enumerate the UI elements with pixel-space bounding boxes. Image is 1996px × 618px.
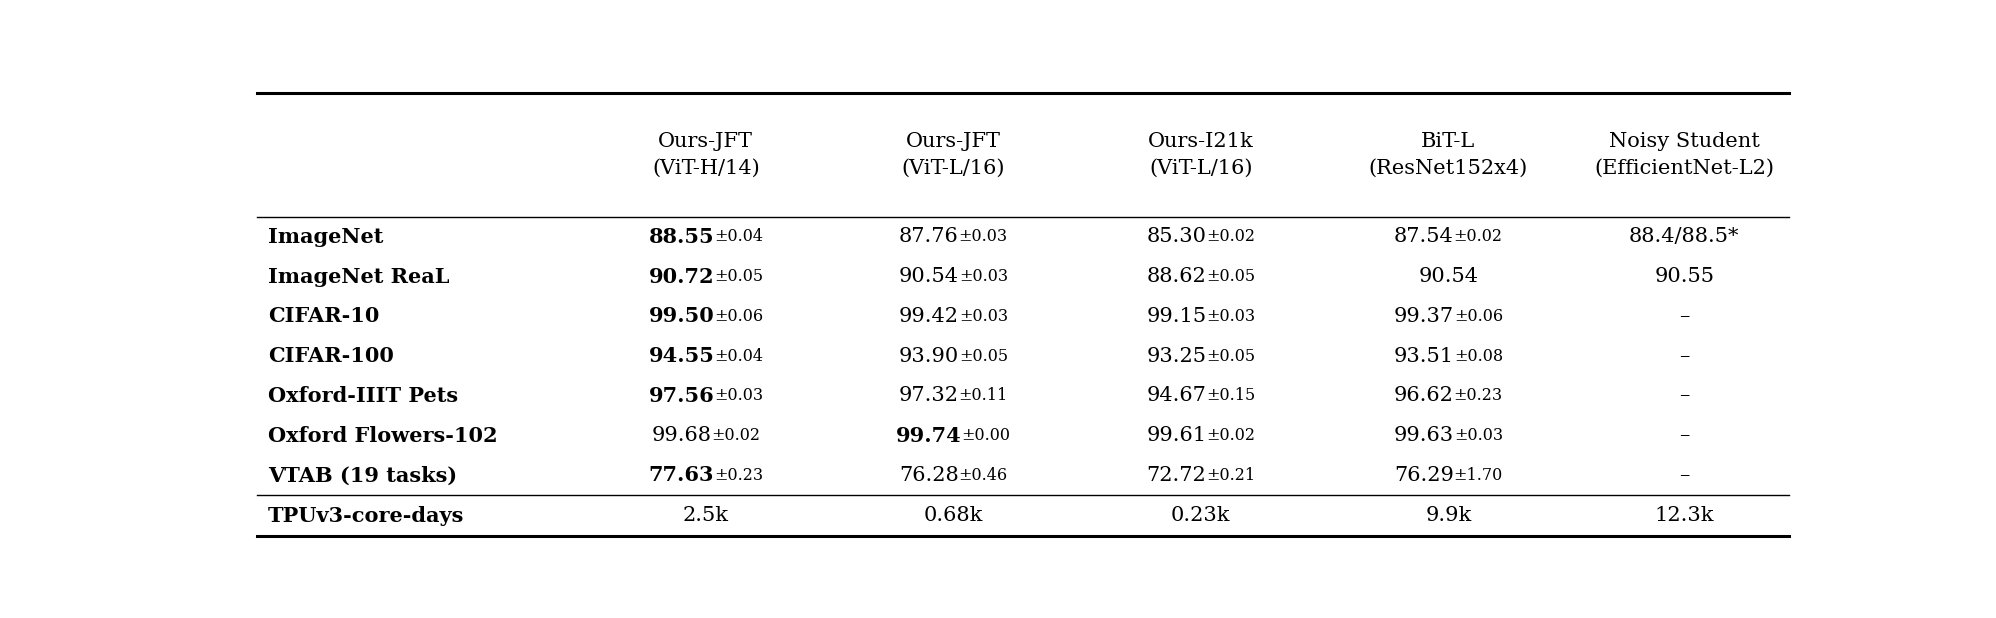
Text: 99.15: 99.15 — [1146, 307, 1206, 326]
Text: 87.54: 87.54 — [1393, 227, 1453, 247]
Text: 72.72: 72.72 — [1146, 466, 1206, 485]
Text: 97.56: 97.56 — [649, 386, 715, 406]
Text: ±1.70: ±1.70 — [1453, 467, 1503, 484]
Text: 99.63: 99.63 — [1393, 426, 1453, 445]
Text: 2.5k: 2.5k — [683, 506, 729, 525]
Text: 99.42: 99.42 — [898, 307, 958, 326]
Text: ±0.03: ±0.03 — [958, 308, 1008, 325]
Text: ±0.15: ±0.15 — [1206, 387, 1255, 404]
Text: VTAB (19 tasks): VTAB (19 tasks) — [267, 465, 457, 485]
Text: 99.50: 99.50 — [649, 307, 715, 326]
Text: ±0.03: ±0.03 — [715, 387, 762, 404]
Text: 77.63: 77.63 — [649, 465, 715, 485]
Text: ±0.21: ±0.21 — [1206, 467, 1255, 484]
Text: 96.62: 96.62 — [1393, 386, 1453, 405]
Text: –: – — [1679, 347, 1689, 366]
Text: Ours-JFT
(ViT-H/14): Ours-JFT (ViT-H/14) — [653, 132, 760, 178]
Text: ±0.00: ±0.00 — [962, 427, 1010, 444]
Text: 94.67: 94.67 — [1146, 386, 1206, 405]
Text: –: – — [1679, 386, 1689, 405]
Text: ±0.04: ±0.04 — [715, 347, 762, 365]
Text: Noisy Student
(EfficientNet-L2): Noisy Student (EfficientNet-L2) — [1595, 132, 1774, 178]
Text: ±0.06: ±0.06 — [1453, 308, 1503, 325]
Text: ±0.23: ±0.23 — [715, 467, 762, 484]
Text: 76.28: 76.28 — [898, 466, 958, 485]
Text: Oxford-IIIT Pets: Oxford-IIIT Pets — [267, 386, 459, 406]
Text: 99.61: 99.61 — [1146, 426, 1206, 445]
Text: 97.32: 97.32 — [898, 386, 958, 405]
Text: 90.55: 90.55 — [1655, 267, 1715, 286]
Text: ±0.05: ±0.05 — [715, 268, 762, 285]
Text: 88.55: 88.55 — [649, 227, 715, 247]
Text: ±0.02: ±0.02 — [1453, 228, 1503, 245]
Text: 93.90: 93.90 — [898, 347, 958, 366]
Text: ±0.46: ±0.46 — [958, 467, 1008, 484]
Text: –: – — [1679, 307, 1689, 326]
Text: ±0.02: ±0.02 — [1206, 228, 1255, 245]
Text: 85.30: 85.30 — [1146, 227, 1206, 247]
Text: 90.54: 90.54 — [1419, 267, 1479, 286]
Text: 87.76: 87.76 — [898, 227, 958, 247]
Text: –: – — [1679, 426, 1689, 445]
Text: TPUv3-core-days: TPUv3-core-days — [267, 506, 465, 525]
Text: CIFAR-100: CIFAR-100 — [267, 346, 393, 366]
Text: 90.72: 90.72 — [649, 266, 715, 287]
Text: ImageNet ReaL: ImageNet ReaL — [267, 266, 449, 287]
Text: Oxford Flowers-102: Oxford Flowers-102 — [267, 426, 497, 446]
Text: 9.9k: 9.9k — [1425, 506, 1471, 525]
Text: Ours-I21k
(ViT-L/16): Ours-I21k (ViT-L/16) — [1148, 132, 1253, 178]
Text: 99.68: 99.68 — [651, 426, 711, 445]
Text: ±0.08: ±0.08 — [1453, 347, 1503, 365]
Text: 88.62: 88.62 — [1146, 267, 1206, 286]
Text: 12.3k: 12.3k — [1655, 506, 1715, 525]
Text: ±0.05: ±0.05 — [958, 347, 1008, 365]
Text: ±0.02: ±0.02 — [1206, 427, 1255, 444]
Text: ±0.03: ±0.03 — [958, 268, 1008, 285]
Text: ±0.04: ±0.04 — [715, 228, 762, 245]
Text: 90.54: 90.54 — [898, 267, 958, 286]
Text: ±0.23: ±0.23 — [1453, 387, 1503, 404]
Text: 0.68k: 0.68k — [924, 506, 982, 525]
Text: 93.25: 93.25 — [1146, 347, 1206, 366]
Text: 76.29: 76.29 — [1393, 466, 1453, 485]
Text: 99.37: 99.37 — [1393, 307, 1453, 326]
Text: ±0.11: ±0.11 — [958, 387, 1008, 404]
Text: ImageNet: ImageNet — [267, 227, 383, 247]
Text: 99.74: 99.74 — [896, 426, 962, 446]
Text: ±0.03: ±0.03 — [958, 228, 1008, 245]
Text: 88.4/88.5*: 88.4/88.5* — [1629, 227, 1739, 247]
Text: Ours-JFT
(ViT-L/16): Ours-JFT (ViT-L/16) — [902, 132, 1006, 178]
Text: –: – — [1679, 466, 1689, 485]
Text: CIFAR-10: CIFAR-10 — [267, 307, 379, 326]
Text: ±0.06: ±0.06 — [715, 308, 762, 325]
Text: BiT-L
(ResNet152x4): BiT-L (ResNet152x4) — [1369, 132, 1529, 178]
Text: ±0.03: ±0.03 — [1206, 308, 1255, 325]
Text: 93.51: 93.51 — [1393, 347, 1453, 366]
Text: ±0.02: ±0.02 — [711, 427, 760, 444]
Text: ±0.03: ±0.03 — [1453, 427, 1503, 444]
Text: 0.23k: 0.23k — [1172, 506, 1232, 525]
Text: ±0.05: ±0.05 — [1206, 268, 1255, 285]
Text: ±0.05: ±0.05 — [1206, 347, 1255, 365]
Text: 94.55: 94.55 — [649, 346, 715, 366]
